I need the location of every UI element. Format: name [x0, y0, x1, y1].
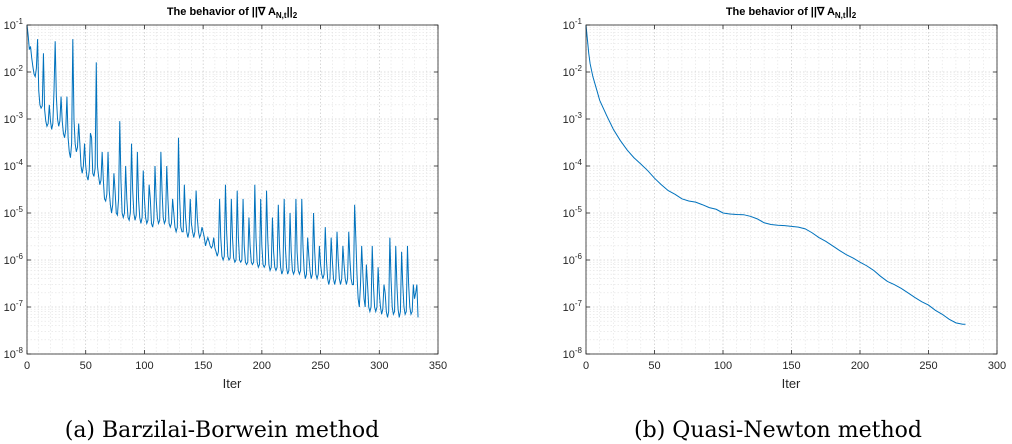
x-tick-label: 200	[851, 360, 869, 372]
x-tick-label: 50	[648, 360, 660, 372]
axes-box	[26, 24, 439, 355]
y-tick-label: 10-2	[4, 64, 24, 79]
x-tick-label: 300	[370, 360, 388, 372]
y-tick-label: 10-6	[563, 252, 583, 267]
x-tick-label: 100	[714, 360, 732, 372]
chart-title: The behavior of ||∇ AN,t||2	[167, 6, 298, 20]
panel-quasi-newton: 0 50 100 150 200 250 300 10-8 10-7 10-6 10-5 10-4 10…	[563, 6, 1007, 443]
y-tick-label: 10-1	[4, 17, 24, 32]
y-tick-label: 10-7	[4, 299, 24, 314]
axes-box	[585, 24, 998, 355]
y-tick-label: 10-6	[4, 252, 24, 267]
y-tick-label: 10-8	[4, 346, 24, 361]
x-tick-label: 100	[135, 360, 153, 372]
x-tick-label: 250	[311, 360, 329, 372]
y-tick-label: 10-4	[563, 158, 583, 173]
y-tick-label: 10-3	[4, 111, 24, 126]
x-tick-label: 50	[80, 360, 92, 372]
y-tick-label: 10-2	[563, 64, 583, 79]
chart-title: The behavior of ||∇ AN,t||2	[726, 6, 857, 20]
x-tick-label: 350	[429, 360, 447, 372]
y-tick-label: 10-4	[4, 158, 24, 173]
axis-ticks: 0 50 100 150 200 250 300 10-8 10-7 10-6 10-5 10-4 10…	[563, 17, 1007, 372]
grid-lines	[26, 24, 439, 355]
y-tick-label: 10-5	[4, 205, 24, 220]
panel-barzilai-borwein: 0 50 100 150 200 250 300 350 10-8 10-7 10-6 10-5 10-…	[4, 6, 448, 443]
figure-caption: (a) Barzilai-Borwein method	[65, 418, 380, 443]
x-tick-label: 300	[988, 360, 1006, 372]
y-tick-label: 10-3	[563, 111, 583, 126]
x-axis-label: Iter	[782, 376, 801, 391]
y-tick-label: 10-1	[563, 17, 583, 32]
x-tick-label: 250	[919, 360, 937, 372]
plot-area	[27, 25, 438, 354]
y-tick-label: 10-5	[563, 205, 583, 220]
x-tick-label: 0	[583, 360, 589, 372]
y-tick-label: 10-8	[563, 346, 583, 361]
series-line	[26, 24, 419, 318]
axis-ticks: 0 50 100 150 200 250 300 350 10-8 10-7 10-6 10-5 10-…	[4, 17, 448, 372]
figure-caption: (b) Quasi-Newton method	[634, 418, 922, 443]
y-tick-label: 10-7	[563, 299, 583, 314]
x-tick-label: 200	[253, 360, 271, 372]
x-tick-label: 0	[24, 360, 30, 372]
x-tick-label: 150	[782, 360, 800, 372]
x-axis-label: Iter	[223, 376, 242, 391]
series-line	[585, 24, 966, 325]
x-tick-label: 150	[194, 360, 212, 372]
